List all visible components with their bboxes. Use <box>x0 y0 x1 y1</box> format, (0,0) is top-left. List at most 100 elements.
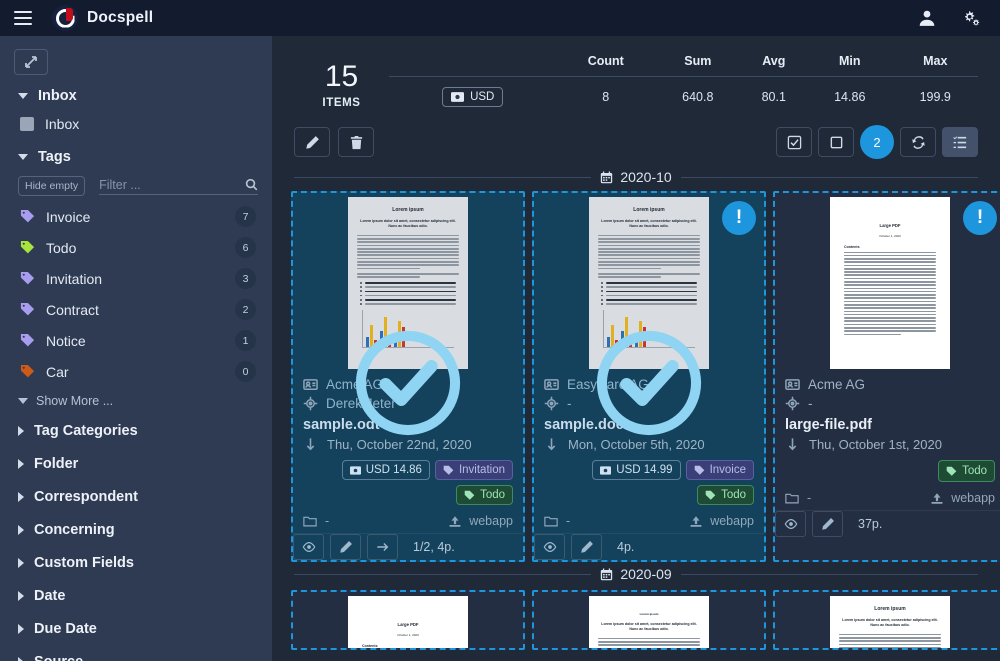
edit-selected-button[interactable] <box>294 127 330 157</box>
item-tag-badge[interactable]: Invoice <box>685 460 754 480</box>
sidebar-section-due-date[interactable]: Due Date <box>0 612 272 645</box>
item-file-name[interactable]: large-file.pdf <box>785 417 873 433</box>
sidebar-section-concerning[interactable]: Concerning <box>0 513 272 546</box>
alert-badge-icon[interactable]: ! <box>963 201 997 235</box>
alert-badge-icon[interactable]: ! <box>722 201 756 235</box>
selected-count-badge[interactable]: 2 <box>860 125 894 159</box>
document-thumbnail: Lorem ipsum Lorem ipsum dolor sit amet, … <box>589 596 709 648</box>
item-tag-label: Todo <box>962 465 987 477</box>
item-date: Thu, October 22nd, 2020 <box>327 437 472 452</box>
sidebar-section-source[interactable]: Source <box>0 645 272 661</box>
card-preview[interactable]: Lorem ipsum Lorem ipsum dolor sit amet, … <box>534 592 764 648</box>
stat-value-min: 14.86 <box>834 90 866 104</box>
deselect-all-button[interactable] <box>818 127 854 157</box>
tag-icon <box>20 209 35 223</box>
card-preview[interactable]: Large PDF October 1, 2020 Contents <box>293 592 523 648</box>
tag-count: 1 <box>235 330 256 351</box>
preview-button[interactable] <box>534 534 565 560</box>
item-date: Thu, October 1st, 2020 <box>809 437 942 452</box>
sidebar-section-tag-categories[interactable]: Tag Categories <box>0 414 272 447</box>
hamburger-icon[interactable] <box>14 11 32 25</box>
card-preview[interactable]: Lorem ipsum Lorem ipsum dolor sit amet, … <box>775 592 1000 648</box>
sidebar: Inbox Inbox Tags Hide empty Invoice 7 Tod… <box>0 36 272 661</box>
checkbox-empty-icon <box>830 136 842 148</box>
tag-icon <box>20 271 35 285</box>
eye-icon <box>784 519 797 529</box>
edit-item-button[interactable] <box>571 534 602 560</box>
show-more-tags-button[interactable]: Show More ... <box>0 387 272 414</box>
inbox-checkbox-icon[interactable] <box>20 117 34 131</box>
preview-button[interactable] <box>775 511 806 537</box>
item-tag-badge[interactable]: Todo <box>938 460 995 482</box>
sidebar-tag-contract[interactable]: Contract 2 <box>0 294 272 325</box>
sidebar-tag-invoice[interactable]: Invoice 7 <box>0 201 272 232</box>
item-tag-badge[interactable]: Todo <box>456 485 513 505</box>
edit-item-button[interactable] <box>330 534 361 560</box>
source-name: webapp <box>710 514 754 528</box>
card-preview[interactable]: Lorem ipsum Lorem ipsum dolor sit amet, … <box>293 193 523 375</box>
item-card[interactable]: Large PDF October 1, 2020 Contents <box>291 590 525 650</box>
item-tag-badge[interactable]: Invitation <box>434 460 513 480</box>
list-view-button[interactable] <box>942 127 978 157</box>
month-label: 2020-10 <box>620 169 672 185</box>
item-card[interactable]: Large PDF October 1, 2020 Contents ! Acm… <box>773 191 1000 562</box>
trash-icon <box>350 135 362 149</box>
tag-count: 3 <box>235 268 256 289</box>
expand-sidebar-button[interactable] <box>14 49 48 75</box>
upload-icon <box>931 492 943 504</box>
brand[interactable]: Docspell <box>52 5 153 31</box>
folder-info: - <box>303 514 329 528</box>
chevron-right-icon <box>18 591 24 601</box>
card-body: EasyCare AG - sample.docx Mon, October 5… <box>534 375 764 505</box>
document-thumbnail: Lorem ipsum Lorem ipsum dolor sit amet, … <box>830 596 950 648</box>
select-all-button[interactable] <box>776 127 812 157</box>
sidebar-section-correspondent[interactable]: Correspondent <box>0 480 272 513</box>
edit-item-button[interactable] <box>812 511 843 537</box>
card-preview[interactable]: Large PDF October 1, 2020 Contents <box>775 193 1000 375</box>
item-card[interactable]: Lorem ipsum Lorem ipsum dolor sit amet, … <box>532 590 766 650</box>
action-toolbar: 2 <box>272 121 1000 165</box>
item-tag-badge[interactable]: Todo <box>697 485 754 505</box>
item-card[interactable]: Lorem ipsum Lorem ipsum dolor sit amet, … <box>291 191 525 562</box>
item-card[interactable]: Lorem ipsum Lorem ipsum dolor sit amet, … <box>532 191 766 562</box>
user-icon[interactable] <box>918 9 936 27</box>
source-name: webapp <box>951 491 995 505</box>
item-card[interactable]: Lorem ipsum Lorem ipsum dolor sit amet, … <box>773 590 1000 650</box>
sidebar-tag-car[interactable]: Car 0 <box>0 356 272 387</box>
sidebar-section-tags[interactable]: Tags <box>0 140 272 173</box>
calendar-icon <box>601 170 613 183</box>
gears-icon[interactable] <box>962 9 980 27</box>
tag-filter-input[interactable] <box>99 177 245 192</box>
tag-count: 6 <box>235 237 256 258</box>
edit-icon <box>305 135 319 149</box>
tag-icon <box>443 465 454 475</box>
expand-arrows-icon <box>25 56 37 68</box>
sidebar-item-inbox[interactable]: Inbox <box>0 112 272 140</box>
item-groups: 2020-10 Lorem ipsum Lorem ipsum dolor si… <box>272 165 1000 650</box>
currency-chip[interactable]: USD <box>442 87 504 107</box>
delete-selected-button[interactable] <box>338 127 374 157</box>
sidebar-section-date[interactable]: Date <box>0 579 272 612</box>
eye-icon <box>302 542 315 552</box>
chevron-down-icon <box>18 398 28 404</box>
hide-empty-button[interactable]: Hide empty <box>18 176 86 196</box>
sidebar-section-folder[interactable]: Folder <box>0 447 272 480</box>
card-footer: - webapp <box>293 510 523 528</box>
sidebar-section-inbox[interactable]: Inbox <box>0 79 272 112</box>
card-action-bar: 1/2, 4p. <box>293 533 523 560</box>
sidebar-tag-todo[interactable]: Todo 6 <box>0 232 272 263</box>
item-file-name[interactable]: sample.docx <box>544 417 632 433</box>
sidebar-tag-notice[interactable]: Notice 1 <box>0 325 272 356</box>
item-file-name[interactable]: sample.odt <box>303 417 380 433</box>
refresh-button[interactable] <box>900 127 936 157</box>
list-view-icon <box>952 135 966 148</box>
sidebar-section-custom-fields[interactable]: Custom Fields <box>0 546 272 579</box>
card-body: Acme AG - large-file.pdf Thu, October 1s… <box>775 375 1000 482</box>
preview-button[interactable] <box>293 534 324 560</box>
sidebar-section-label: Inbox <box>38 88 77 104</box>
money-badge: USD 14.99 <box>592 460 681 480</box>
goto-item-button[interactable] <box>367 534 398 560</box>
search-icon[interactable] <box>245 178 258 191</box>
sidebar-tag-invitation[interactable]: Invitation 3 <box>0 263 272 294</box>
chevron-right-icon <box>18 459 24 469</box>
